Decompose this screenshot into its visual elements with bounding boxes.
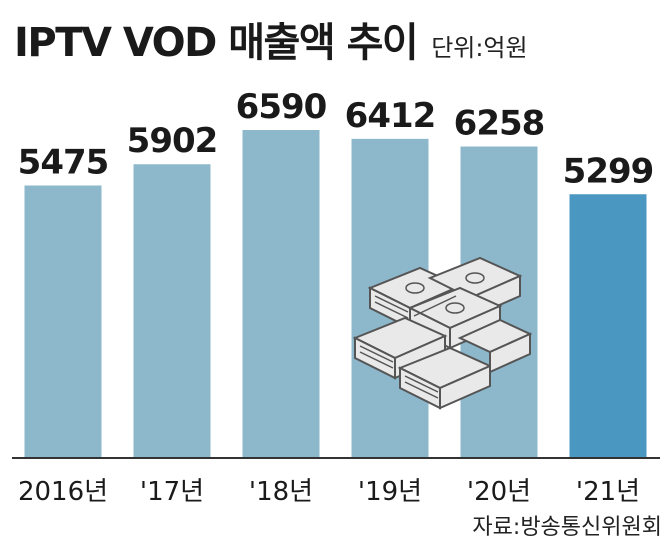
data-label: 6258 [454,104,545,144]
x-tick-label: '20년 [467,477,531,507]
source-note: 자료:방송통신위원회 [472,515,662,540]
x-tick-label: '17년 [140,477,204,507]
data-label: 6412 [345,96,436,136]
bar-'21년 [569,194,647,458]
title-row: IPTV VOD 매출액 추이 단위:억원 [14,10,528,68]
bar-'18년 [242,130,320,458]
money-stack-icon [352,256,533,410]
x-tick-label: '18년 [249,477,313,507]
unit-label: 단위:억원 [431,34,528,62]
bar-'17년 [133,164,211,458]
x-tick-label: '19년 [358,477,422,507]
data-label: 6590 [236,87,327,127]
bar-2016년 [24,185,102,458]
data-label: 5299 [563,151,654,191]
x-tick-label: '21년 [576,477,640,507]
x-tick-label: 2016년 [18,477,108,507]
chart-title: IPTV VOD 매출액 추이 [14,20,419,66]
data-label: 5902 [127,121,218,161]
data-label: 5475 [18,142,109,182]
